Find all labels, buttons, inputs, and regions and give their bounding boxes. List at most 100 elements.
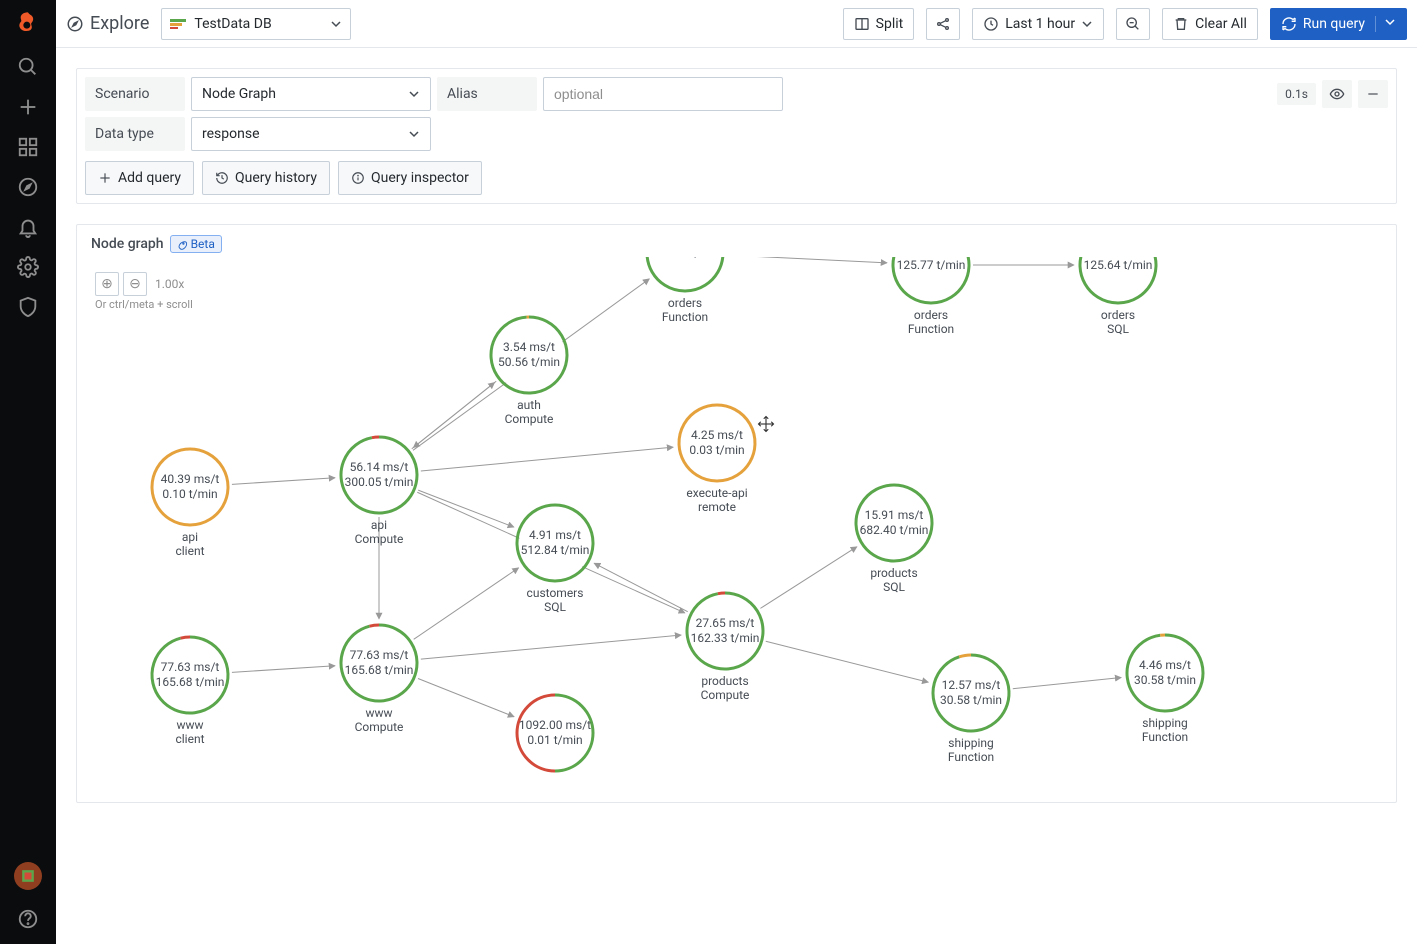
graph-edge[interactable] — [1013, 678, 1121, 689]
svg-text:auth: auth — [517, 398, 541, 412]
graph-body[interactable]: ⊕ ⊖ 1.00x Or ctrl/meta + scroll 40.39 ms… — [77, 257, 1396, 802]
graph-node[interactable]: 125.77 t/minordersFunction — [893, 257, 969, 336]
clear-all-button[interactable]: Clear All — [1162, 8, 1258, 40]
search-icon[interactable] — [17, 56, 39, 78]
datatype-value: response — [202, 126, 260, 142]
zoom-out-button[interactable] — [1116, 8, 1150, 40]
graph-edge[interactable] — [413, 381, 496, 447]
share-button[interactable] — [926, 8, 960, 40]
explore-label: Explore — [90, 13, 149, 34]
gear-icon[interactable] — [17, 256, 39, 278]
graph-node[interactable]: 3.54 ms/t50.56 t/minauthCompute — [491, 317, 567, 426]
graph-node[interactable]: 137.00 t/minordersFunction — [647, 257, 723, 324]
time-label: Last 1 hour — [1005, 16, 1075, 32]
scenario-label: Scenario — [85, 77, 185, 111]
alias-input[interactable] — [543, 77, 783, 111]
svg-text:4.46 ms/t: 4.46 ms/t — [1139, 658, 1191, 672]
graph-node[interactable]: 4.91 ms/t512.84 t/mincustomersSQL — [517, 505, 593, 614]
svg-text:api: api — [182, 530, 198, 544]
svg-text:125.64 t/min: 125.64 t/min — [1084, 258, 1153, 272]
run-query-button[interactable]: Run query — [1270, 8, 1407, 40]
graph-edge[interactable] — [418, 679, 514, 717]
graph-node[interactable]: 4.25 ms/t0.03 t/minexecute-apiremote — [679, 405, 755, 514]
avatar-icon[interactable] — [14, 862, 42, 890]
graph-node[interactable]: 1092.00 ms/t0.01 t/min — [517, 695, 593, 771]
dashboards-icon[interactable] — [17, 136, 39, 158]
svg-text:orders: orders — [914, 308, 948, 322]
graph-node[interactable]: 56.14 ms/t300.05 t/minapiCompute — [341, 437, 417, 546]
graph-edge[interactable] — [727, 257, 887, 263]
svg-text:30.58 t/min: 30.58 t/min — [1134, 673, 1196, 687]
svg-text:products: products — [870, 566, 917, 580]
add-query-button[interactable]: Add query — [85, 161, 194, 195]
alias-label: Alias — [437, 77, 537, 111]
sidebar — [0, 0, 56, 944]
graph-edge[interactable] — [766, 641, 929, 682]
move-cursor-icon — [757, 415, 775, 433]
svg-text:4.91 ms/t: 4.91 ms/t — [529, 528, 581, 542]
help-icon[interactable] — [17, 908, 39, 930]
shield-icon[interactable] — [17, 296, 39, 318]
beta-badge: Beta — [170, 235, 222, 253]
graph-node[interactable]: 125.64 t/minordersSQL — [1080, 257, 1156, 336]
graph-node[interactable]: 4.46 ms/t30.58 t/minshippingFunction — [1127, 635, 1203, 744]
svg-text:0.10 t/min: 0.10 t/min — [162, 487, 217, 501]
chevron-down-icon — [408, 88, 420, 100]
graph-edge[interactable] — [421, 447, 673, 471]
svg-text:77.63 ms/t: 77.63 ms/t — [161, 660, 220, 674]
zoom-in-button[interactable]: ⊕ — [95, 272, 119, 296]
topbar: Explore TestData DB Split Last 1 hour Cl… — [56, 0, 1417, 48]
plus-icon[interactable] — [17, 96, 39, 118]
explore-icon[interactable] — [17, 176, 39, 198]
graph-edge[interactable] — [418, 490, 514, 527]
datasource-icon — [170, 19, 186, 29]
query-inspector-button[interactable]: Query inspector — [338, 161, 482, 195]
svg-text:www: www — [365, 706, 392, 720]
svg-text:0.03 t/min: 0.03 t/min — [689, 443, 744, 457]
toggle-visibility-button[interactable] — [1322, 80, 1352, 108]
graph-node[interactable]: 12.57 ms/t30.58 t/minshippingFunction — [933, 655, 1009, 764]
query-history-button[interactable]: Query history — [202, 161, 330, 195]
graph-node[interactable]: 27.65 ms/t162.33 t/minproductsCompute — [687, 593, 763, 702]
node-graph-canvas[interactable]: 40.39 ms/t0.10 t/minapiclient77.63 ms/t1… — [77, 257, 1396, 802]
svg-text:137.00 t/min: 137.00 t/min — [651, 257, 720, 260]
svg-text:4.25 ms/t: 4.25 ms/t — [691, 428, 743, 442]
remove-query-button[interactable] — [1358, 80, 1388, 108]
svg-text:shipping: shipping — [1142, 716, 1187, 730]
clock-icon — [983, 16, 999, 32]
datatype-label: Data type — [85, 117, 185, 151]
scenario-select[interactable]: Node Graph — [191, 77, 431, 111]
inspector-label: Query inspector — [371, 170, 469, 186]
info-icon — [351, 171, 365, 185]
graph-panel: Node graph Beta ⊕ ⊖ 1.00x Or ctrl/meta +… — [76, 224, 1397, 803]
graph-node[interactable]: 40.39 ms/t0.10 t/minapiclient — [152, 449, 228, 558]
svg-text:125.77 t/min: 125.77 t/min — [897, 258, 966, 272]
svg-text:www: www — [176, 718, 203, 732]
graph-edge[interactable] — [232, 666, 335, 673]
graph-header: Node graph Beta — [77, 225, 1396, 257]
graph-edge[interactable] — [421, 635, 681, 659]
datatype-select[interactable]: response — [191, 117, 431, 151]
page-title: Explore — [66, 13, 149, 34]
graph-node[interactable]: 77.63 ms/t165.68 t/minwwwCompute — [341, 625, 417, 734]
graph-edge[interactable] — [414, 568, 519, 640]
svg-text:300.05 t/min: 300.05 t/min — [345, 475, 414, 489]
graph-node[interactable]: 15.91 ms/t682.40 t/minproductsSQL — [856, 485, 932, 594]
graph-edge[interactable] — [594, 563, 688, 611]
svg-text:SQL: SQL — [1107, 322, 1129, 336]
history-icon — [215, 171, 229, 185]
graph-edge[interactable] — [760, 547, 857, 609]
split-button[interactable]: Split — [843, 8, 915, 40]
graph-node[interactable]: 77.63 ms/t165.68 t/minwwwclient — [152, 637, 228, 746]
time-picker[interactable]: Last 1 hour — [972, 8, 1104, 40]
clear-label: Clear All — [1195, 16, 1247, 32]
graph-edge[interactable] — [232, 478, 335, 485]
svg-text:0.01 t/min: 0.01 t/min — [527, 733, 582, 747]
query-editor-panel: Scenario Node Graph Alias 0.1s Data type… — [76, 68, 1397, 204]
zoom-controls: ⊕ ⊖ 1.00x Or ctrl/meta + scroll — [95, 272, 193, 311]
scenario-value: Node Graph — [202, 86, 276, 102]
datasource-picker[interactable]: TestData DB — [161, 8, 351, 40]
zoom-out-button[interactable]: ⊖ — [123, 272, 147, 296]
graph-title: Node graph — [91, 236, 164, 252]
bell-icon[interactable] — [17, 216, 39, 238]
